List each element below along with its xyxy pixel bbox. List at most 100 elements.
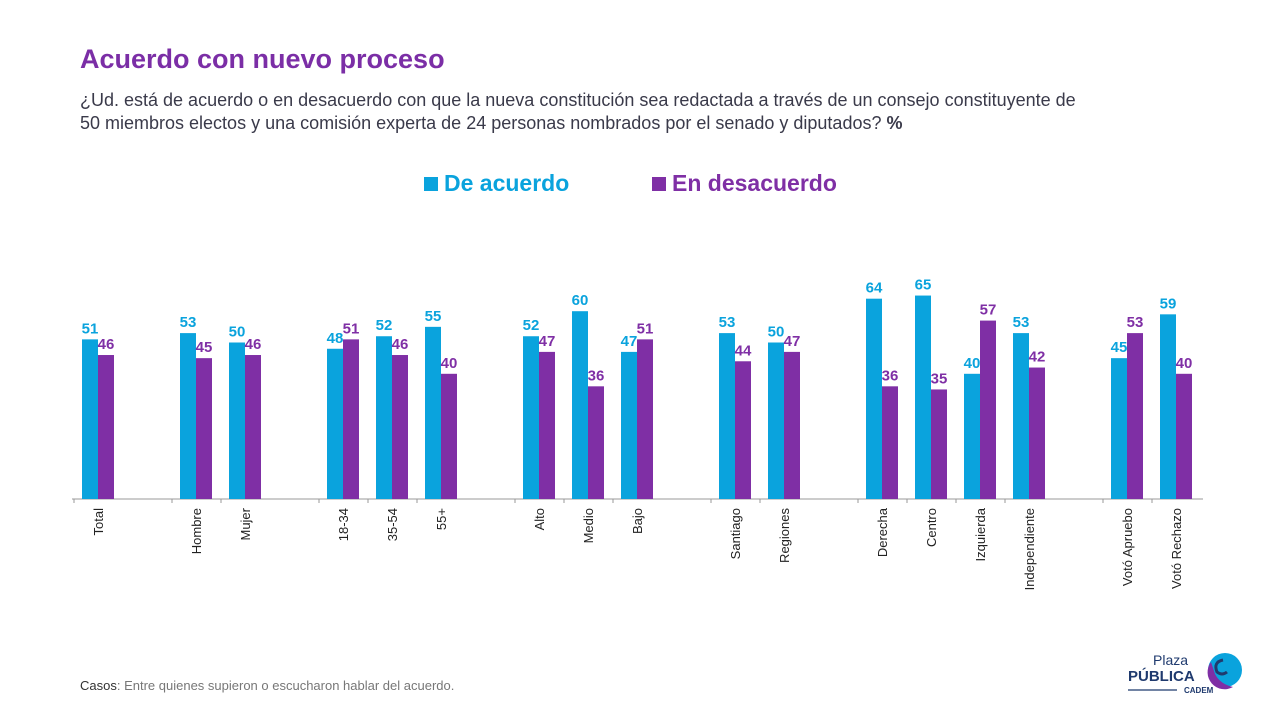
data-label-desacuerdo: 40 [441,355,458,372]
bar-acuerdo [425,326,441,499]
data-label-acuerdo: 52 [523,317,540,334]
footnote: Casos: Entre quienes supieron o escuchar… [80,678,454,693]
bar-acuerdo [866,298,882,499]
data-label-desacuerdo: 57 [980,302,997,319]
bar-acuerdo [180,333,196,499]
legend-item-desacuerdo: En desacuerdo [652,170,837,197]
bar-desacuerdo [735,361,751,499]
category-label: Votó Apruebo [1120,508,1135,586]
legend-label-desacuerdo: En desacuerdo [672,170,837,196]
data-label-desacuerdo: 36 [882,367,899,384]
category-label: 18-34 [336,508,351,541]
bar-acuerdo [327,348,343,499]
plaza-publica-cadem-logo: Plaza PÚBLICA CADEM [1128,652,1242,695]
bar-acuerdo [229,342,245,499]
data-label-desacuerdo: 46 [392,336,409,353]
category-label: Derecha [875,507,890,557]
data-label-acuerdo: 65 [915,277,932,294]
data-label-desacuerdo: 45 [196,339,213,356]
bar-acuerdo [768,342,784,499]
casos-label: Casos [80,678,117,693]
data-label-desacuerdo: 46 [98,336,115,353]
bar-desacuerdo [784,351,800,499]
bar-acuerdo [621,351,637,499]
chart-title: Acuerdo con nuevo proceso [80,44,445,74]
category-label: Centro [924,508,939,547]
category-label: Bajo [630,508,645,534]
data-label-acuerdo: 64 [866,280,883,297]
bar-desacuerdo [1176,373,1192,499]
bar-acuerdo [82,339,98,499]
bar-desacuerdo [980,320,996,499]
data-label-desacuerdo: 40 [1176,355,1193,372]
legend-label-acuerdo: De acuerdo [444,170,570,196]
bar-acuerdo [376,336,392,499]
bar-desacuerdo [343,339,359,499]
bar-acuerdo [1111,358,1127,499]
data-label-desacuerdo: 47 [539,333,556,350]
subtitle-unit: % [886,113,903,133]
category-label: Hombre [189,508,204,554]
bar-desacuerdo [931,389,947,499]
bar-acuerdo [915,295,931,499]
data-label-desacuerdo: 53 [1127,314,1144,331]
data-label-acuerdo: 52 [376,317,393,334]
data-label-acuerdo: 45 [1111,339,1128,356]
data-label-desacuerdo: 36 [588,367,605,384]
bar-desacuerdo [539,351,555,499]
category-label: Independiente [1022,508,1037,590]
data-label-desacuerdo: 47 [784,333,801,350]
bar-desacuerdo [637,339,653,499]
data-label-acuerdo: 51 [82,320,99,337]
legend-swatch-desacuerdo [652,176,666,191]
bar-desacuerdo [1127,333,1143,499]
bar-acuerdo [1160,314,1176,499]
data-label-acuerdo: 50 [768,324,785,341]
bar-desacuerdo [1029,367,1045,499]
bar-acuerdo [719,333,735,499]
bar-desacuerdo [196,358,212,499]
category-label: Total [91,508,106,536]
category-label: Santiago [728,508,743,559]
data-label-desacuerdo: 46 [245,336,262,353]
data-label-acuerdo: 55 [425,308,442,325]
bar-acuerdo [572,311,588,499]
data-label-acuerdo: 40 [964,355,981,372]
bar-desacuerdo [245,355,261,499]
category-label: Izquierda [973,507,988,561]
data-label-acuerdo: 47 [621,333,638,350]
bar-desacuerdo [441,373,457,499]
data-label-desacuerdo: 35 [931,370,948,387]
data-label-desacuerdo: 44 [735,342,752,359]
data-label-acuerdo: 53 [719,314,736,331]
subtitle-text: ¿Ud. está de acuerdo o en desacuerdo con… [80,90,1076,133]
category-label: Mujer [238,507,253,540]
bar-desacuerdo [392,355,408,499]
data-label-acuerdo: 59 [1160,295,1177,312]
category-label: Medio [581,508,596,543]
category-label: Regiones [777,508,792,563]
svg-text:Plaza: Plaza [1153,652,1188,668]
category-label: Alto [532,508,547,530]
data-label-acuerdo: 53 [180,314,197,331]
legend-swatch-acuerdo [424,176,438,191]
bar-desacuerdo [588,386,604,499]
data-label-desacuerdo: 51 [343,320,360,337]
bar-desacuerdo [882,386,898,499]
svg-text:PÚBLICA: PÚBLICA [1128,667,1195,685]
data-label-acuerdo: 60 [572,292,589,309]
chart-subtitle: ¿Ud. está de acuerdo o en desacuerdo con… [80,89,1080,135]
data-label-desacuerdo: 42 [1029,349,1046,366]
data-label-desacuerdo: 51 [637,320,654,337]
data-label-acuerdo: 53 [1013,314,1030,331]
bar-acuerdo [1013,333,1029,499]
bar-acuerdo [523,336,539,499]
bar-acuerdo [964,373,980,499]
svg-text:CADEM: CADEM [1184,686,1214,695]
bar-desacuerdo [98,355,114,499]
category-label: 35-54 [385,508,400,541]
legend-item-acuerdo: De acuerdo [424,170,569,197]
data-label-acuerdo: 48 [327,330,344,347]
